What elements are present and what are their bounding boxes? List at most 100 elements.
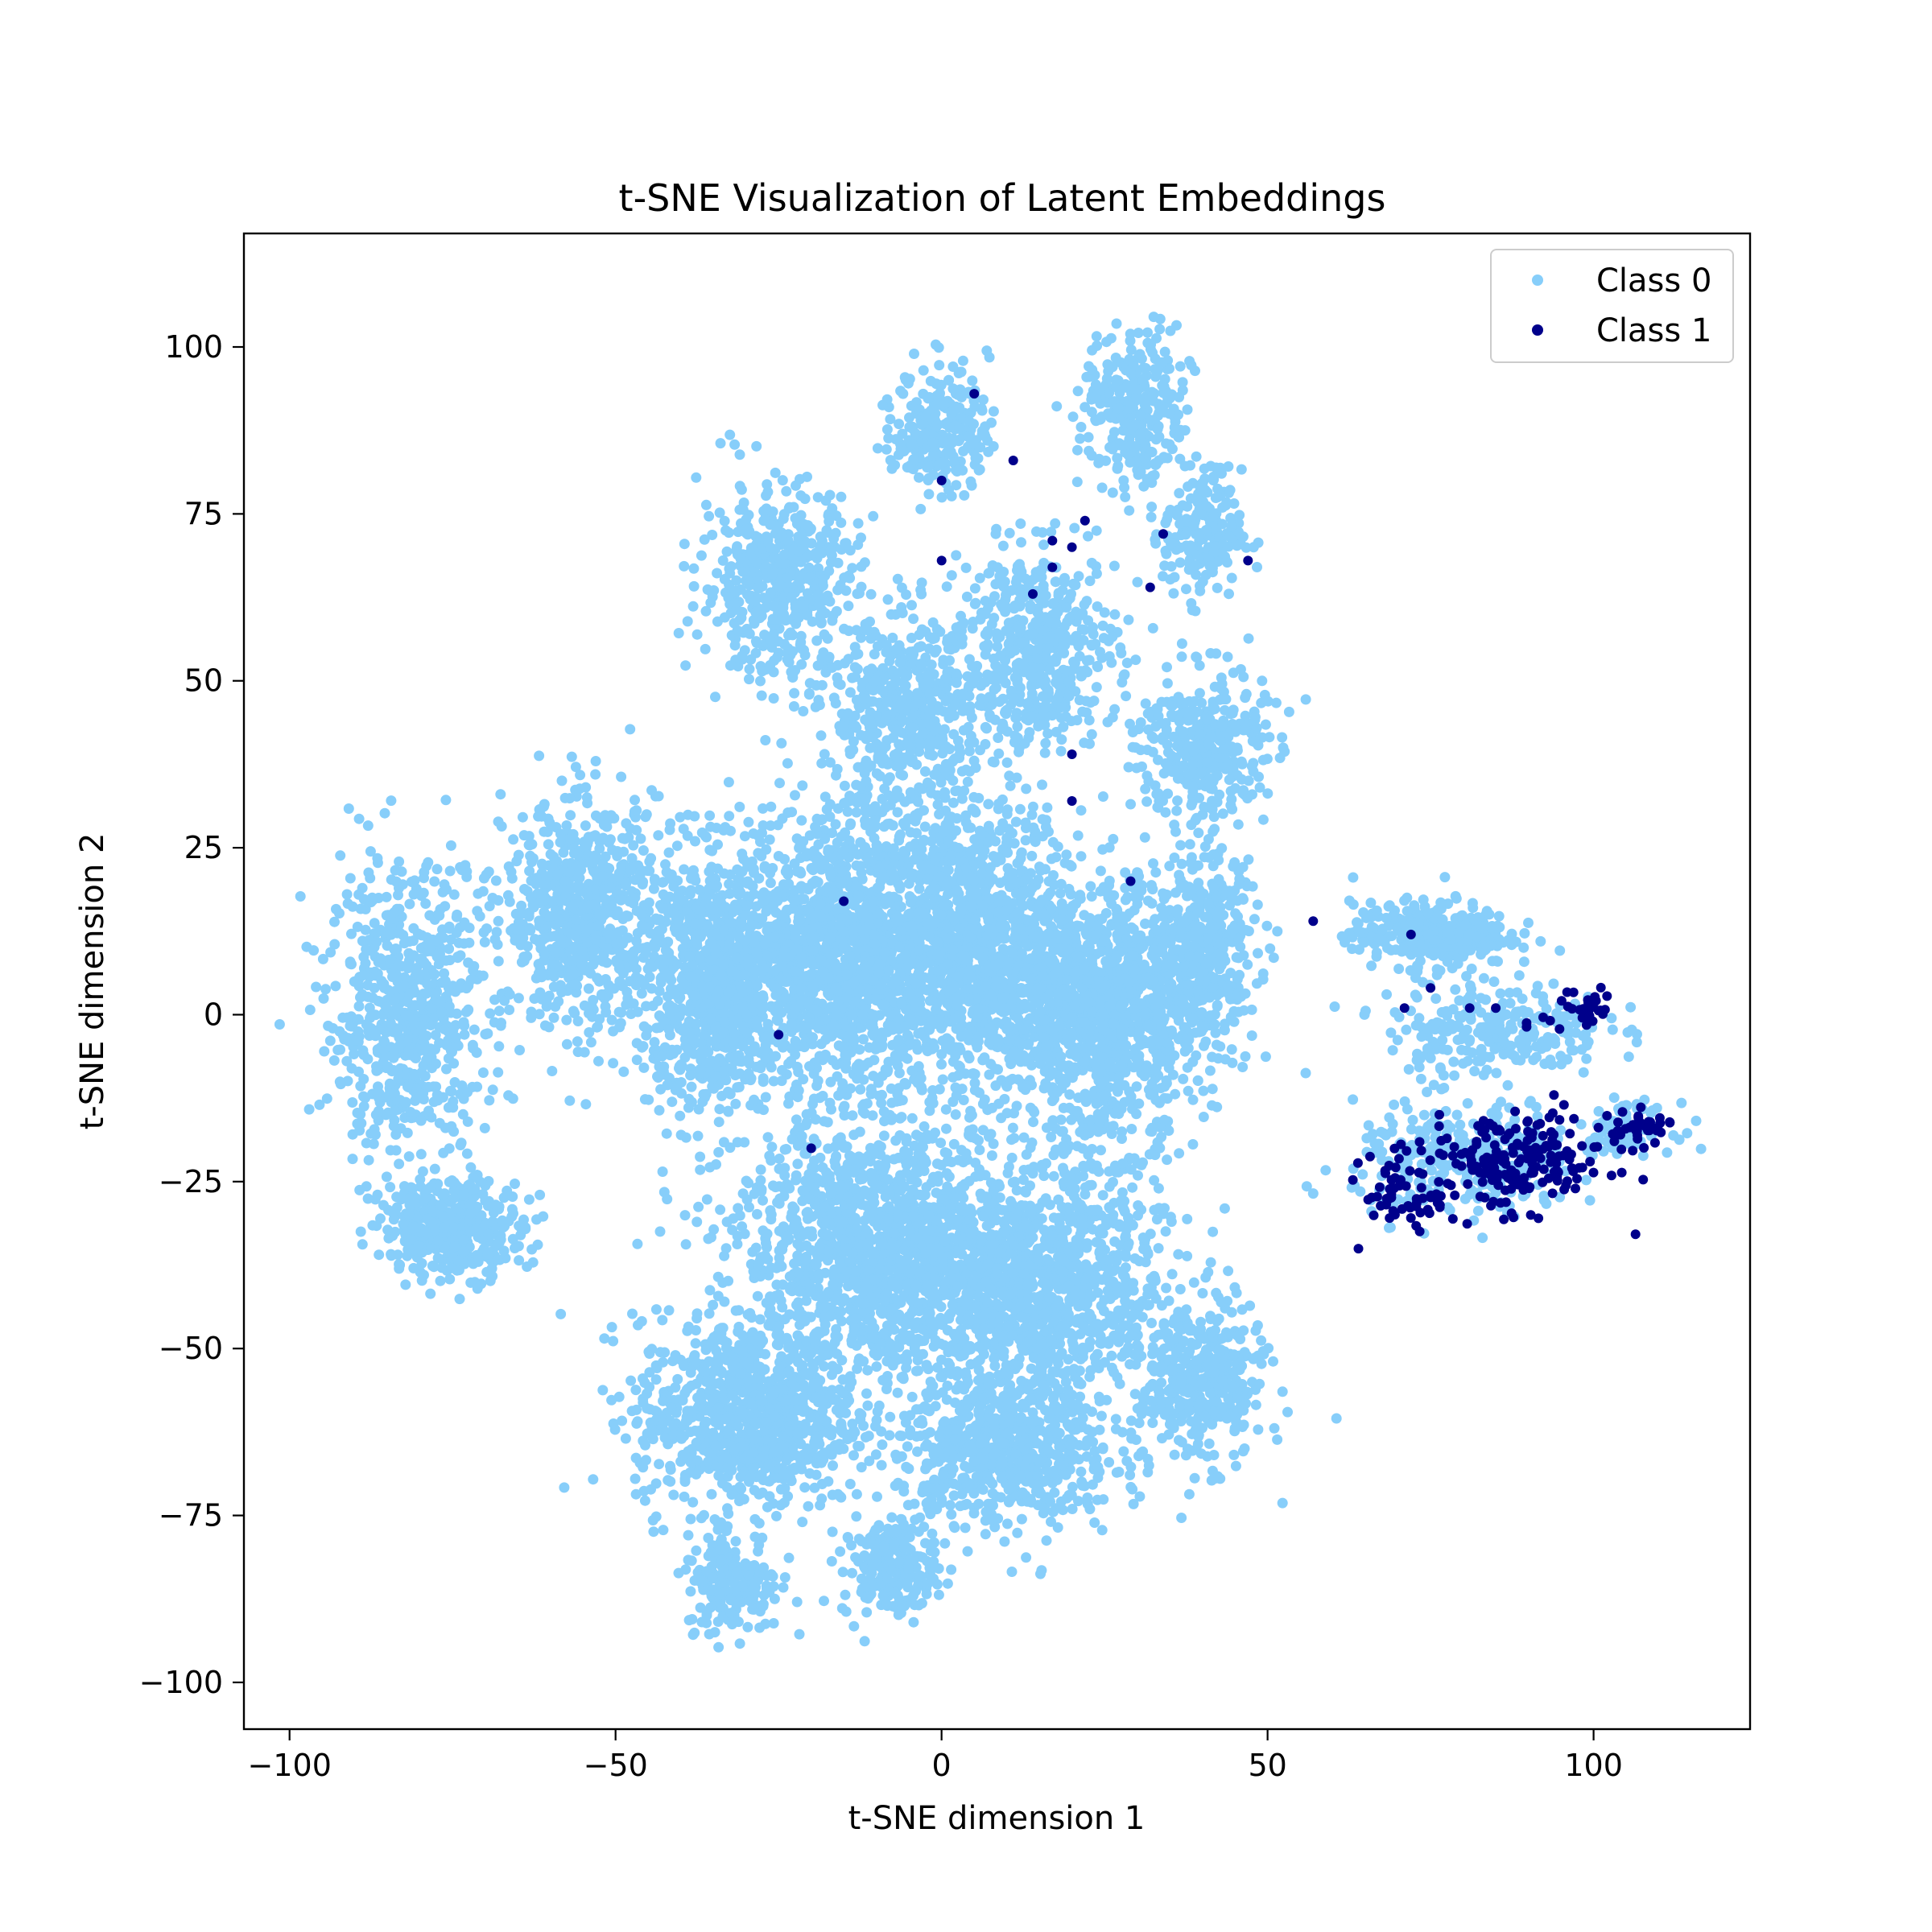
data-point [782, 864, 793, 875]
data-point [571, 914, 582, 926]
data-point [405, 1107, 416, 1117]
data-point [985, 862, 996, 873]
data-point [424, 943, 436, 954]
data-point [508, 834, 519, 845]
data-point [572, 1036, 583, 1047]
data-point [631, 1055, 642, 1066]
data-point [900, 949, 910, 960]
data-point [823, 846, 834, 857]
data-point [995, 877, 1005, 889]
data-point [957, 950, 968, 961]
data-point [565, 928, 576, 939]
data-point [589, 899, 601, 910]
data-point [493, 956, 504, 967]
data-point [534, 1009, 545, 1020]
data-point [616, 771, 627, 782]
data-point [932, 949, 943, 960]
data-point [683, 1093, 695, 1104]
data-point [394, 927, 405, 939]
data-point [695, 1151, 706, 1162]
data-point [561, 820, 572, 831]
data-point [791, 943, 803, 955]
data-point [664, 891, 675, 902]
data-point [950, 1109, 961, 1120]
data-point [1030, 836, 1041, 848]
data-point [755, 836, 766, 848]
data-point [539, 826, 550, 837]
data-point [691, 1018, 702, 1030]
data-point [806, 923, 817, 935]
data-point [869, 1055, 880, 1066]
data-point [360, 924, 371, 935]
data-point [947, 1056, 959, 1067]
data-point [884, 897, 895, 908]
data-point [917, 926, 928, 937]
data-point [347, 1154, 358, 1165]
data-point [411, 963, 423, 973]
data-point [366, 892, 378, 903]
data-point [353, 1001, 365, 1012]
data-point [423, 1105, 434, 1117]
data-point [477, 1067, 489, 1078]
data-point [415, 1026, 427, 1037]
data-point [617, 938, 628, 949]
data-point [741, 900, 753, 911]
data-point [433, 959, 444, 970]
data-point [638, 845, 649, 856]
data-point [389, 1105, 400, 1117]
data-point [435, 948, 445, 960]
data-point [630, 795, 640, 806]
data-point [555, 836, 566, 848]
data-point [983, 893, 994, 904]
data-point [460, 1006, 472, 1018]
data-point [837, 865, 848, 877]
data-point [649, 1037, 660, 1048]
data-point [408, 889, 419, 900]
data-point [446, 1086, 457, 1097]
data-point [639, 1094, 650, 1105]
data-point [952, 1000, 963, 1011]
data-point [778, 951, 790, 962]
data-point [548, 981, 559, 993]
data-point [733, 1013, 743, 1025]
data-point [937, 1074, 948, 1085]
data-point [696, 827, 708, 838]
data-point [506, 866, 517, 877]
data-point [384, 1078, 395, 1089]
data-point [434, 910, 445, 921]
data-point [632, 1006, 643, 1018]
data-point [583, 983, 594, 994]
data-point [463, 957, 474, 968]
data-point [539, 969, 551, 980]
data-point [740, 970, 751, 981]
data-point [749, 1094, 760, 1105]
data-point [1005, 1059, 1017, 1070]
data-point [389, 996, 400, 1007]
data-point [749, 937, 760, 948]
data-point [419, 1071, 431, 1082]
data-point [931, 1004, 942, 1015]
data-point [827, 1055, 838, 1066]
data-point [773, 851, 784, 861]
data-point [812, 1075, 824, 1087]
data-point [1026, 883, 1038, 894]
data-point [859, 934, 870, 945]
data-point [588, 959, 599, 970]
data-point [776, 1007, 787, 1018]
data-point [615, 1018, 626, 1029]
data-point [906, 894, 918, 905]
data-point [685, 885, 696, 896]
data-point [341, 1055, 353, 1067]
data-point [601, 943, 613, 954]
data-point [750, 965, 762, 976]
data-point [441, 884, 452, 895]
data-point [751, 901, 762, 912]
data-point [381, 1171, 392, 1183]
data-point [461, 1148, 473, 1159]
data-point [402, 1081, 413, 1092]
data-point [972, 1012, 983, 1023]
data-point [952, 1070, 964, 1081]
data-point [932, 936, 943, 947]
data-point [588, 994, 599, 1005]
data-point [353, 1026, 364, 1037]
